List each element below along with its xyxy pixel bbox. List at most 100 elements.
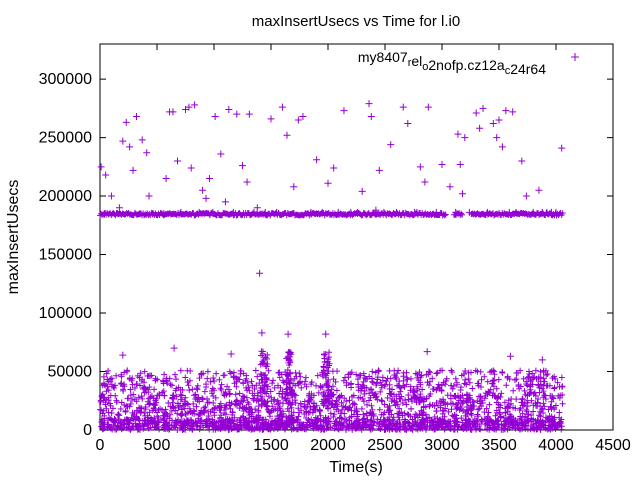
x-tick-label: 3500	[481, 437, 517, 454]
data-point	[456, 160, 464, 168]
data-point	[493, 134, 501, 142]
data-point	[191, 101, 199, 109]
data-point	[221, 198, 229, 206]
y-tick-label: 200000	[39, 188, 92, 205]
data-point	[284, 330, 292, 338]
data-point	[424, 103, 432, 111]
data-point	[243, 178, 251, 186]
y-tick-label: 50000	[48, 364, 93, 381]
data-point	[174, 157, 182, 165]
x-tick-label: 4500	[595, 437, 631, 454]
data-point	[102, 171, 110, 179]
x-tick-label: 500	[144, 437, 171, 454]
y-tick-label: 0	[83, 422, 92, 439]
data-point	[278, 103, 286, 111]
data-point	[283, 131, 291, 139]
y-axis-ticks: 0 50000 100000 150000 200000 250000 300000	[39, 71, 613, 439]
data-point	[253, 204, 261, 212]
data-point	[446, 183, 454, 191]
data-point	[330, 164, 338, 172]
y-tick-label: 150000	[39, 247, 92, 264]
data-point	[217, 150, 225, 158]
data-point	[461, 134, 469, 142]
x-tick-label: 0	[96, 437, 105, 454]
y-tick-label: 300000	[39, 71, 92, 88]
data-point	[227, 350, 235, 358]
data-point	[322, 330, 330, 338]
data-point	[162, 175, 170, 183]
data-point	[290, 183, 298, 191]
data-point	[416, 163, 424, 171]
x-tick-label: 4000	[538, 437, 574, 454]
data-point	[97, 163, 105, 171]
data-point	[299, 113, 307, 121]
data-point	[126, 143, 134, 151]
data-point	[313, 156, 321, 164]
data-point	[143, 149, 151, 157]
data-point	[538, 356, 546, 364]
data-point	[211, 113, 219, 121]
data-point	[509, 108, 517, 116]
data-point	[367, 113, 375, 121]
data-point	[558, 144, 566, 152]
data-point	[421, 178, 429, 186]
data-point	[423, 348, 431, 356]
data-point	[498, 143, 506, 151]
data-point	[245, 110, 253, 118]
y-tick-label: 100000	[39, 305, 92, 322]
data-point	[187, 164, 195, 172]
chart-title: maxInsertUsecs vs Time for l.i0	[252, 13, 460, 30]
legend-label-subscript: c	[505, 65, 511, 77]
data-point	[145, 192, 153, 200]
data-point	[119, 137, 127, 145]
data-point	[518, 157, 526, 165]
data-point	[489, 120, 497, 128]
x-tick-label: 1500	[253, 437, 289, 454]
data-point	[454, 130, 462, 138]
data-point	[472, 109, 480, 117]
legend-label-part: 24r64	[510, 61, 546, 77]
data-point	[129, 166, 137, 174]
dense-185k-row	[97, 209, 566, 219]
legend-label-subscript: r	[408, 57, 412, 69]
data-point	[119, 351, 127, 359]
data-point	[387, 141, 395, 149]
x-tick-label: 3000	[424, 437, 460, 454]
data-points	[97, 100, 566, 364]
data-point	[202, 194, 210, 202]
data-point	[122, 118, 130, 126]
dense-row-marks	[97, 209, 566, 219]
data-point	[267, 115, 275, 123]
y-axis-title: maxInsertUsecs	[5, 180, 22, 295]
data-point	[324, 179, 332, 187]
dense-band-marks	[97, 348, 566, 433]
data-point	[185, 103, 193, 111]
data-point	[169, 108, 177, 116]
legend-label-part: my8407	[358, 49, 408, 65]
legend-label: my8407relo2nofp.cz12ac24r64	[358, 49, 546, 77]
data-point	[479, 104, 487, 112]
data-point	[495, 116, 503, 124]
data-point	[132, 113, 140, 121]
data-point	[170, 344, 178, 352]
data-point	[476, 124, 484, 132]
data-point	[239, 162, 246, 170]
data-point	[365, 100, 373, 108]
data-point	[205, 175, 213, 183]
data-point	[459, 190, 467, 198]
data-point	[115, 204, 123, 212]
data-point	[258, 329, 266, 337]
x-tick-label: 2500	[367, 437, 403, 454]
data-point	[399, 103, 407, 111]
data-point	[506, 352, 514, 360]
data-point	[294, 116, 302, 124]
y-tick-label: 250000	[39, 130, 92, 147]
data-point	[438, 160, 446, 168]
legend-label-part: el	[411, 53, 422, 69]
data-point	[233, 110, 241, 118]
dense-low-band	[97, 348, 566, 433]
data-point	[256, 269, 264, 277]
x-tick-label: 2000	[310, 437, 346, 454]
x-axis-title: Time(s)	[329, 459, 383, 476]
